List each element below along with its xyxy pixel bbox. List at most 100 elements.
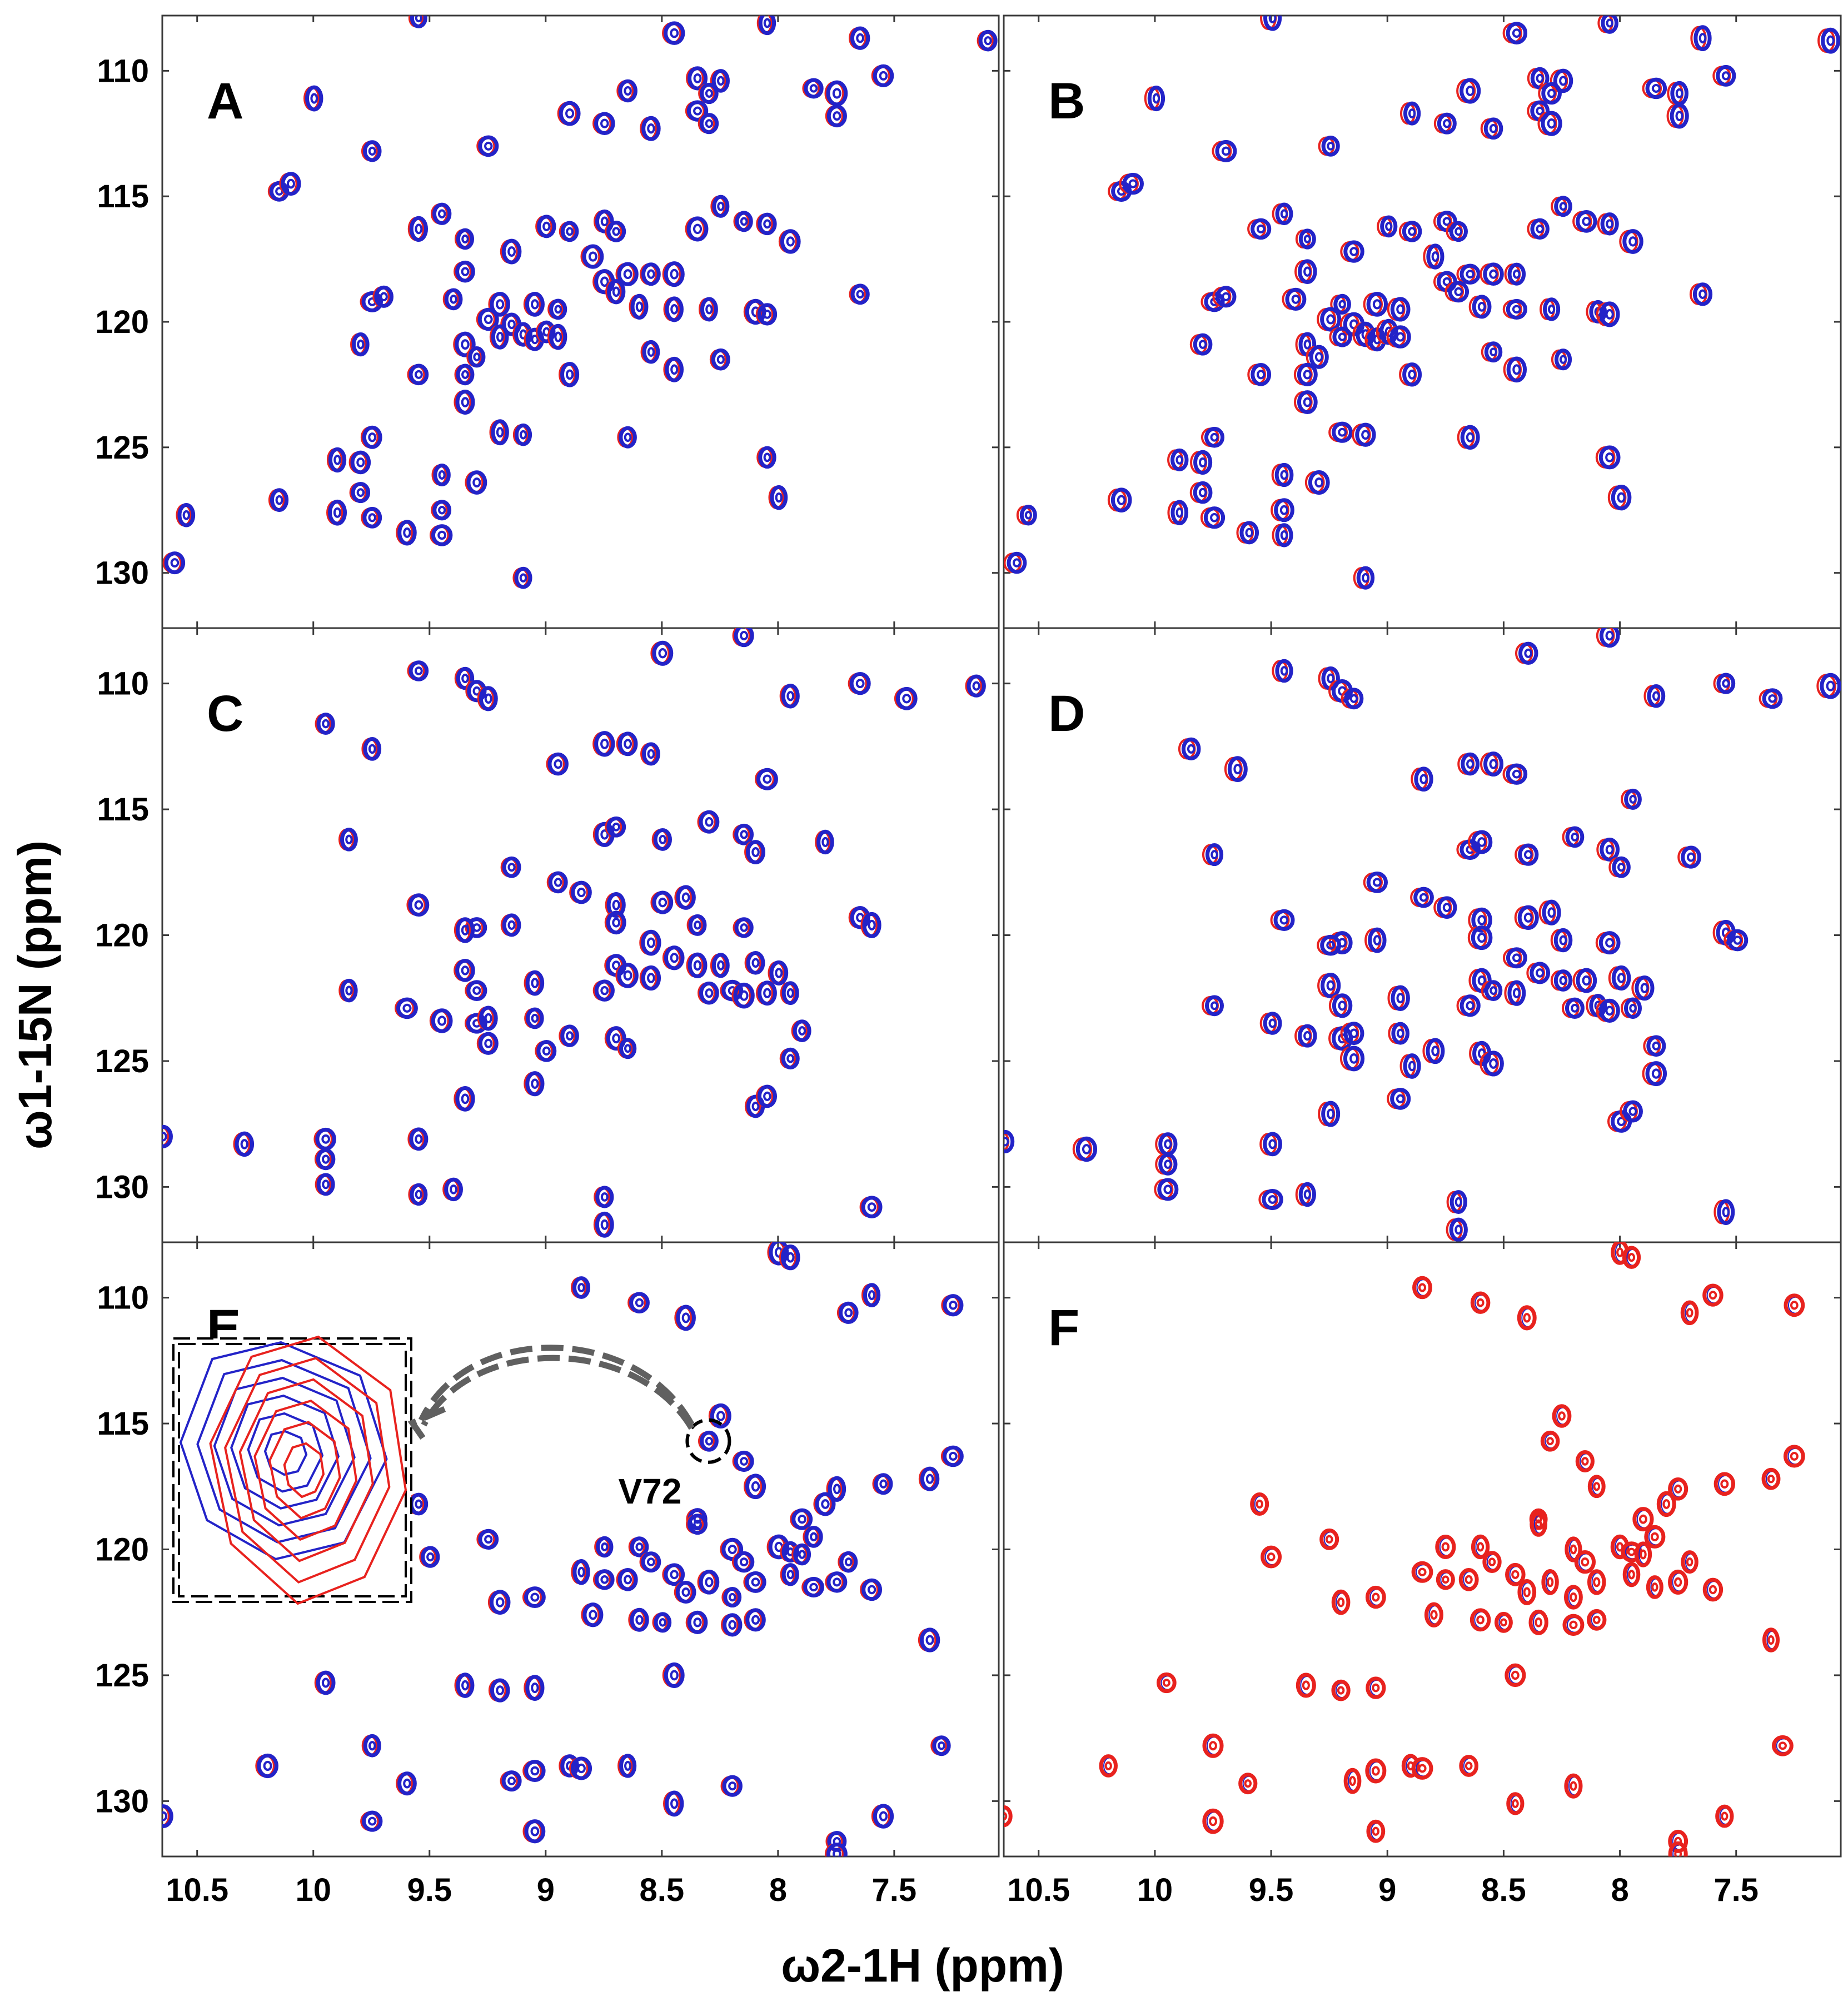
peak-blue-contour xyxy=(570,1756,592,1780)
peak-blue-core xyxy=(554,759,562,769)
peak-blue-contour xyxy=(758,446,776,469)
peak-blue-contour xyxy=(409,216,429,242)
peak-blue-core xyxy=(461,674,469,684)
peak-blue-contour xyxy=(1506,947,1527,969)
peak-blue-contour xyxy=(1646,1035,1666,1057)
peak xyxy=(1435,1535,1456,1559)
peak-blue-core xyxy=(1651,1068,1661,1079)
peak-blue-contour xyxy=(734,917,754,938)
peak-blue-contour xyxy=(828,1476,846,1502)
peak-blue-contour xyxy=(757,1084,777,1108)
peak-blue-contour xyxy=(1530,218,1550,240)
peak-blue-contour xyxy=(408,893,430,917)
peak xyxy=(487,1590,511,1615)
peak-blue-contour xyxy=(919,1627,940,1652)
peak-blue-contour xyxy=(235,1131,255,1157)
peak-blue-core xyxy=(925,1635,934,1645)
peak-blue-contour xyxy=(1321,1101,1341,1127)
peak-blue-core xyxy=(368,513,377,522)
peak-blue-core xyxy=(705,89,713,98)
peak xyxy=(686,952,708,979)
peak-blue-contour xyxy=(456,1673,475,1698)
peak-red-contour xyxy=(1436,1569,1455,1590)
peak xyxy=(1247,363,1272,386)
peak-blue-core xyxy=(1385,222,1393,231)
peak xyxy=(617,1754,637,1778)
peak xyxy=(1783,1445,1805,1468)
peak-red-contour xyxy=(1458,1568,1479,1591)
panel-frame xyxy=(1003,627,1842,1243)
peak-blue-core xyxy=(1489,269,1498,279)
peak xyxy=(686,914,707,936)
peak-blue-contour xyxy=(1275,659,1293,683)
peak-blue-contour xyxy=(305,85,323,112)
peak xyxy=(454,917,475,943)
peak xyxy=(1528,1609,1548,1635)
peak-blue-core xyxy=(1396,332,1405,342)
peak xyxy=(1398,221,1422,242)
peak-red-contour xyxy=(1505,1562,1526,1586)
peak-blue-core xyxy=(623,269,632,280)
peak-red-core xyxy=(1535,1617,1543,1627)
peak-blue-contour xyxy=(1263,16,1282,31)
x-tick-label: 8 xyxy=(1611,1872,1628,1908)
peak xyxy=(1270,909,1295,931)
peak-blue-contour xyxy=(606,910,626,935)
peak xyxy=(1155,1153,1178,1176)
peak-blue-contour xyxy=(502,913,521,937)
peak-blue-contour xyxy=(421,1546,440,1568)
peak-blue-core xyxy=(1268,1018,1277,1028)
peak-blue-core xyxy=(507,246,516,257)
peak xyxy=(709,348,730,371)
peak xyxy=(407,1127,429,1151)
peak-blue-contour xyxy=(1273,909,1295,931)
peak xyxy=(1502,298,1527,320)
peak-blue-core xyxy=(484,1038,493,1048)
peak xyxy=(488,1678,510,1703)
peak-blue-core xyxy=(693,223,703,235)
peak-blue-contour xyxy=(582,1602,604,1627)
peak-blue-core xyxy=(1524,648,1533,658)
peak-blue-core xyxy=(925,1474,934,1484)
peak xyxy=(1527,218,1550,240)
peak xyxy=(790,1508,813,1530)
peak xyxy=(1247,218,1272,240)
peak xyxy=(1607,484,1632,511)
peak-blue-core xyxy=(1408,1061,1416,1072)
peak-blue-contour xyxy=(455,331,476,357)
peak-blue-contour xyxy=(1437,896,1457,919)
peak-red-core xyxy=(1581,1557,1590,1567)
peak-blue-core xyxy=(832,1849,841,1856)
peak xyxy=(419,1546,440,1568)
peak-blue-core xyxy=(1826,35,1835,46)
peak xyxy=(1632,1507,1654,1532)
peak xyxy=(1399,101,1421,126)
peak-blue-core xyxy=(426,1552,435,1562)
peak-blue-core xyxy=(1163,1184,1173,1194)
peak-blue-core xyxy=(519,430,527,440)
peak xyxy=(838,1551,858,1573)
peak-blue-core xyxy=(879,71,888,81)
peak xyxy=(698,113,719,135)
peak-blue-core xyxy=(763,774,772,784)
peak-blue-contour xyxy=(1518,843,1539,866)
peak-blue-core xyxy=(751,1577,760,1587)
peak-blue-core xyxy=(1477,837,1487,847)
peak xyxy=(1190,450,1213,475)
peak xyxy=(1503,356,1527,383)
peak xyxy=(848,26,870,50)
peak-blue-contour xyxy=(758,16,776,36)
peak-blue-contour xyxy=(410,16,427,29)
zoom-arrow-head xyxy=(407,1406,446,1447)
peak-blue-contour xyxy=(758,212,777,236)
peak xyxy=(1167,500,1189,526)
peak-blue-core xyxy=(380,292,388,302)
peak xyxy=(1505,1663,1526,1688)
peak xyxy=(1643,1035,1666,1057)
peak xyxy=(512,423,532,446)
peak-red-core xyxy=(1244,1779,1252,1788)
peak-red-contour xyxy=(1250,1492,1269,1516)
peak xyxy=(836,1301,859,1324)
zoom-inset xyxy=(172,1335,412,1605)
peak xyxy=(1178,737,1201,760)
